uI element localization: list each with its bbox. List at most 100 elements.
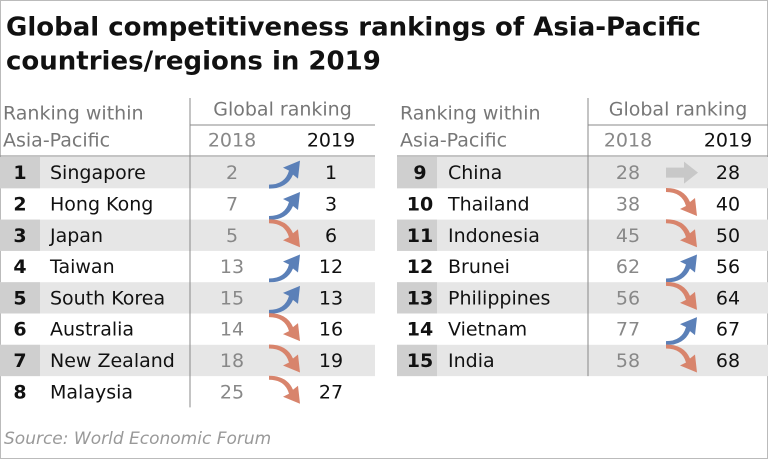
header: Ranking within	[3, 103, 144, 125]
rank: 12	[407, 256, 433, 278]
row-band	[0, 219, 375, 251]
rank-cell	[0, 157, 40, 189]
rank: 14	[407, 319, 433, 341]
rank-2018: 56	[616, 287, 640, 309]
rank-cell	[0, 282, 40, 314]
rank-2018: 5	[226, 225, 238, 247]
rank: 6	[13, 319, 26, 341]
country: Brunei	[448, 256, 510, 278]
rank-cell	[0, 219, 40, 251]
header: Asia-Pacific	[400, 130, 507, 152]
rank: 2	[13, 193, 26, 215]
rank-2019: 13	[319, 287, 343, 309]
year-header: 2018	[604, 130, 652, 152]
rank: 1	[13, 162, 26, 184]
row-band	[397, 219, 768, 251]
change-arrow	[666, 219, 697, 248]
country: Malaysia	[50, 381, 133, 403]
country: Indonesia	[448, 225, 540, 247]
rank-2019: 19	[319, 350, 343, 372]
country: Vietnam	[448, 319, 527, 341]
country: New Zealand	[50, 350, 175, 372]
rank-2019: 68	[716, 350, 740, 372]
year-header: 2018	[208, 130, 256, 152]
country: India	[448, 350, 495, 372]
change-arrow	[269, 160, 300, 189]
rank: 4	[13, 256, 26, 278]
rank: 5	[13, 287, 26, 309]
row-band	[397, 282, 768, 314]
rank-2019: 27	[319, 381, 343, 403]
row-band	[397, 344, 768, 377]
rank: 3	[13, 225, 26, 247]
change-arrow	[666, 161, 698, 184]
rank-2018: 58	[616, 350, 640, 372]
rank-2019: 6	[325, 225, 337, 247]
rank-2018: 15	[220, 287, 244, 309]
rank: 8	[13, 381, 26, 403]
change-arrow	[666, 281, 697, 310]
header: Global ranking	[609, 99, 748, 121]
country: South Korea	[50, 287, 165, 309]
change-arrow	[666, 187, 697, 216]
header: Ranking within	[400, 103, 541, 125]
rank-2019: 3	[325, 193, 337, 215]
rank: 10	[407, 193, 433, 215]
change-arrow	[269, 285, 300, 314]
rank-2018: 77	[616, 319, 640, 341]
header: Global ranking	[213, 99, 352, 121]
country: Thailand	[447, 193, 530, 215]
country: Australia	[50, 319, 134, 341]
country: Taiwan	[49, 256, 115, 278]
change-arrow	[269, 191, 300, 220]
rank-2019: 28	[716, 162, 740, 184]
rank: 11	[407, 225, 433, 247]
rank: 15	[407, 350, 433, 372]
rank-2018: 62	[616, 256, 640, 278]
year-header: 2019	[307, 130, 355, 152]
row-band	[0, 344, 375, 377]
rank-2018: 38	[616, 193, 640, 215]
year-header: 2019	[704, 130, 752, 152]
title-line: Global competitiveness rankings of Asia-…	[6, 13, 701, 43]
header: Asia-Pacific	[3, 130, 110, 152]
rank-cell	[397, 157, 437, 189]
row-band	[0, 282, 375, 314]
rank-2019: 50	[716, 225, 740, 247]
title-line: countries/regions in 2019	[6, 47, 381, 77]
rank: 13	[407, 287, 433, 309]
rank-2019: 67	[716, 319, 740, 341]
rank-cell	[397, 344, 437, 377]
row-band	[0, 157, 375, 189]
rank-2019: 16	[319, 319, 343, 341]
rank-2018: 14	[220, 319, 244, 341]
rank-2019: 12	[319, 256, 343, 278]
rank-2018: 28	[616, 162, 640, 184]
change-arrow	[269, 313, 300, 342]
change-arrow	[269, 219, 300, 248]
rank-2018: 18	[220, 350, 244, 372]
country: Japan	[49, 225, 103, 247]
rank-2018: 13	[220, 256, 244, 278]
country: Philippines	[448, 287, 550, 309]
change-arrow	[269, 344, 300, 373]
rank-2019: 56	[716, 256, 740, 278]
source: Source: World Economic Forum	[4, 429, 271, 449]
rank-cell	[397, 282, 437, 314]
change-arrow	[269, 254, 300, 283]
rank-cell	[0, 344, 40, 377]
rank: 9	[413, 162, 426, 184]
rank-2019: 40	[716, 193, 740, 215]
rank-2019: 1	[325, 162, 337, 184]
rank-2018: 2	[226, 162, 238, 184]
rank-cell	[397, 219, 437, 251]
country: Singapore	[50, 162, 146, 184]
change-arrow	[269, 375, 300, 404]
row-band	[397, 157, 768, 189]
country: Hong Kong	[50, 193, 153, 215]
rank-2018: 7	[226, 193, 238, 215]
rank-2018: 25	[220, 381, 244, 403]
country: China	[448, 162, 502, 184]
change-arrow	[666, 344, 697, 373]
